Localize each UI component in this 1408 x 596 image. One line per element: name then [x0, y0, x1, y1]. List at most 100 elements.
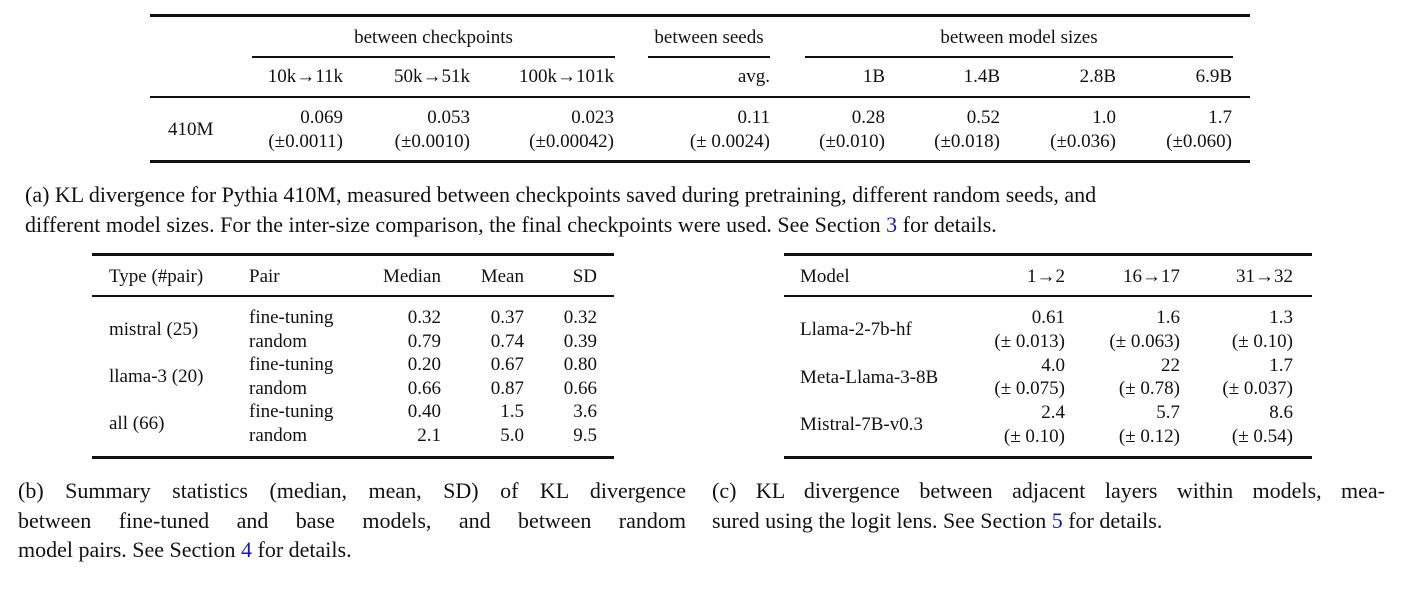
column-header: 31→32 — [1236, 266, 1293, 287]
stat-cell: 0.79 — [407, 330, 441, 352]
stat-cell: 0.80 — [563, 354, 597, 376]
type-label: all (66) — [109, 413, 165, 435]
error-cell: (± 0.037) — [1222, 378, 1293, 399]
model-label: Mistral-7B-v0.3 — [800, 414, 923, 435]
column-header: Median — [382, 266, 441, 287]
caption-b-line3: model pairs. See Section 4 for details. — [18, 535, 352, 564]
value-cell: 1.7 — [1208, 107, 1232, 128]
caption-b-line1: (b) Summary statistics (median, mean, SD… — [18, 478, 686, 503]
group-header: between checkpoints — [354, 27, 513, 48]
stat-cell: 0.32 — [563, 307, 597, 328]
type-label: mistral (25) — [109, 319, 199, 340]
error-cell: (±0.0010) — [394, 131, 470, 152]
column-header: SD — [572, 266, 597, 287]
caption-c-text-end: for details. — [1062, 508, 1163, 533]
error-cell: (±0.036) — [1050, 131, 1116, 152]
value-cell: 0.28 — [851, 107, 885, 128]
row-label: 410M — [168, 119, 214, 140]
cmidrule — [252, 56, 615, 58]
stat-cell: 0.66 — [563, 377, 597, 399]
top-rule — [150, 14, 1250, 17]
error-cell: (± 0.12) — [1118, 425, 1180, 447]
stat-cell: 2.1 — [417, 425, 441, 446]
mid-rule — [150, 96, 1250, 98]
group-header: between model sizes — [940, 27, 1098, 48]
error-cell: (± 0.013) — [994, 330, 1065, 352]
stat-cell: 9.5 — [573, 425, 597, 446]
pair-label: random — [249, 330, 308, 352]
stat-cell: 0.39 — [563, 330, 597, 352]
column-header: avg. — [737, 66, 770, 87]
stat-cell: 0.32 — [407, 307, 441, 328]
error-cell: (±0.010) — [819, 131, 885, 152]
section-reference-link[interactable]: 4 — [241, 537, 253, 562]
value-cell: 2.4 — [1041, 402, 1065, 423]
error-cell: (± 0.10) — [1231, 330, 1293, 352]
caption-a-text: different model sizes. For the inter-siz… — [25, 212, 887, 237]
cmidrule — [805, 56, 1233, 58]
column-header: 1.4B — [963, 66, 1000, 87]
value-cell: 1.7 — [1269, 354, 1293, 376]
value-cell: 1.6 — [1156, 307, 1180, 328]
column-header: 6.9B — [1195, 66, 1232, 87]
column-header: 50k→51k — [394, 66, 470, 87]
model-label: Meta-Llama-3-8B — [800, 366, 939, 388]
error-cell: (± 0.78) — [1118, 378, 1180, 399]
error-cell: (±0.00042) — [529, 131, 614, 152]
stat-cell: 0.66 — [407, 377, 441, 399]
column-header: 100k→101k — [519, 66, 614, 87]
value-cell: 5.7 — [1156, 402, 1180, 423]
column-header: 16→17 — [1123, 266, 1180, 287]
error-cell: (± 0.10) — [1003, 425, 1065, 447]
top-rule — [784, 253, 1312, 256]
value-cell: 0.11 — [737, 107, 770, 128]
value-cell: 0.61 — [1031, 307, 1065, 328]
section-reference-link[interactable]: 5 — [1051, 508, 1063, 533]
bottom-rule — [150, 160, 1250, 163]
caption-b-line2: between fine-tuned and base models, and … — [18, 508, 686, 533]
error-cell: (± 0.54) — [1231, 425, 1293, 447]
stat-cell: 0.40 — [407, 401, 441, 423]
mid-rule — [92, 295, 614, 297]
value-cell: 22 — [1161, 354, 1180, 376]
value-cell: 0.023 — [571, 107, 614, 128]
stat-cell: 1.5 — [500, 401, 524, 423]
value-cell: 0.053 — [427, 107, 470, 128]
column-header: 2.8B — [1079, 66, 1116, 87]
caption-a-line2: different model sizes. For the inter-siz… — [25, 210, 997, 239]
column-header: Model — [800, 266, 850, 287]
top-rule — [92, 253, 614, 256]
cmidrule — [648, 56, 770, 58]
group-header: between seeds — [654, 27, 764, 48]
column-header: Type (#pair) — [109, 266, 204, 287]
model-label: Llama-2-7b-hf — [800, 319, 912, 340]
stat-cell: 0.37 — [490, 307, 524, 328]
section-reference-link[interactable]: 3 — [886, 212, 898, 237]
caption-c-line2: sured using the logit lens. See Section … — [712, 506, 1162, 535]
pair-label: fine-tuning — [249, 354, 334, 376]
pair-label: random — [249, 377, 308, 399]
caption-c-line1: (c) KL divergence between adjacent layer… — [712, 478, 1385, 503]
caption-a-line1: (a) KL divergence for Pythia 410M, measu… — [25, 182, 1097, 207]
column-header: Pair — [249, 266, 280, 287]
column-header: 1B — [862, 66, 885, 87]
caption-c-text: sured using the logit lens. See Section — [712, 508, 1052, 533]
error-cell: (± 0.075) — [994, 378, 1065, 399]
error-cell: (±0.0011) — [268, 131, 343, 152]
value-cell: 8.6 — [1269, 402, 1293, 423]
column-header: 10k→11k — [267, 66, 343, 87]
pair-label: fine-tuning — [249, 307, 334, 328]
value-cell: 1.0 — [1092, 107, 1116, 128]
caption-b-text-end: for details. — [252, 537, 352, 562]
error-cell: (±0.060) — [1166, 131, 1232, 152]
stat-cell: 0.67 — [490, 354, 524, 376]
mid-rule — [784, 295, 1312, 297]
value-cell: 0.069 — [300, 107, 343, 128]
error-cell: (± 0.0024) — [689, 131, 770, 152]
caption-a-text-end: for details. — [897, 212, 997, 237]
pair-label: random — [249, 425, 308, 446]
stat-cell: 5.0 — [500, 425, 524, 446]
type-label: llama-3 (20) — [109, 366, 204, 388]
column-header: Mean — [480, 266, 524, 287]
stat-cell: 0.87 — [490, 377, 524, 399]
